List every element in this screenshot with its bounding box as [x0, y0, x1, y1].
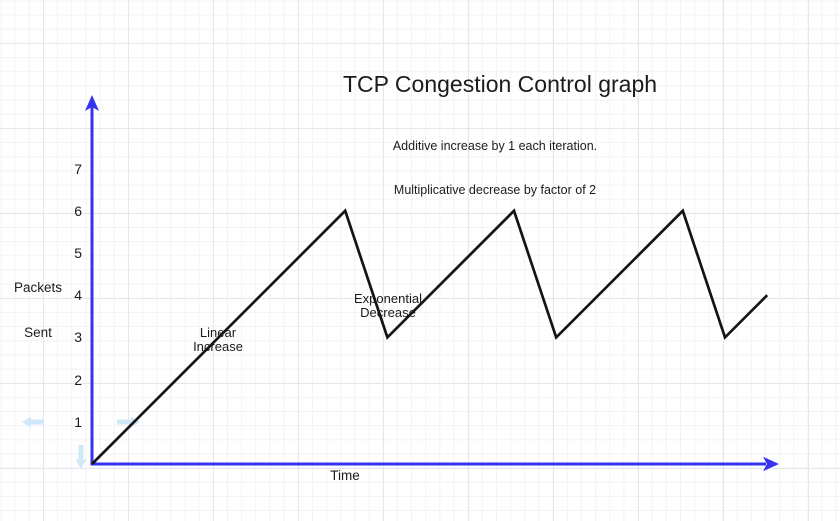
- y-tick-label: 6: [74, 202, 82, 219]
- pan-left-arrow-icon[interactable]: [22, 416, 44, 428]
- y-tick-label: 5: [74, 245, 82, 261]
- y-tick-label: 4: [74, 287, 82, 304]
- x-axis-label: Time: [330, 468, 360, 483]
- chart-subtitle-line-1: Additive increase by 1 each iteration.: [392, 139, 598, 153]
- congestion-sawtooth-line: [91, 208, 769, 465]
- chart-subtitle: Additive increase by 1 each iteration. M…: [330, 110, 660, 226]
- x-axis-arrowhead-icon: [763, 456, 779, 472]
- pan-right-arrow-icon[interactable]: [117, 416, 140, 428]
- y-axis-label-line-2: Sent: [24, 325, 52, 340]
- annotation-exponential-decrease: Exponential Decrease: [354, 291, 422, 320]
- chart-subtitle-line-2: Multiplicative decrease by factor of 2: [393, 182, 597, 197]
- y-axis-label-line-1: Packets: [13, 280, 63, 295]
- pan-down-arrow-icon[interactable]: [75, 445, 87, 469]
- y-tick-label: 7: [74, 160, 82, 177]
- y-axis-arrowhead-icon: [85, 95, 99, 111]
- annotation-linear-increase: Linear Increase: [193, 325, 243, 354]
- y-tick-label: 3: [74, 329, 82, 346]
- chart-title: TCP Congestion Control graph: [342, 71, 658, 97]
- y-tick-label: 2: [74, 371, 82, 388]
- y-axis-label: Packets Sent: [8, 250, 68, 370]
- y-tick-label: 1: [74, 413, 82, 430]
